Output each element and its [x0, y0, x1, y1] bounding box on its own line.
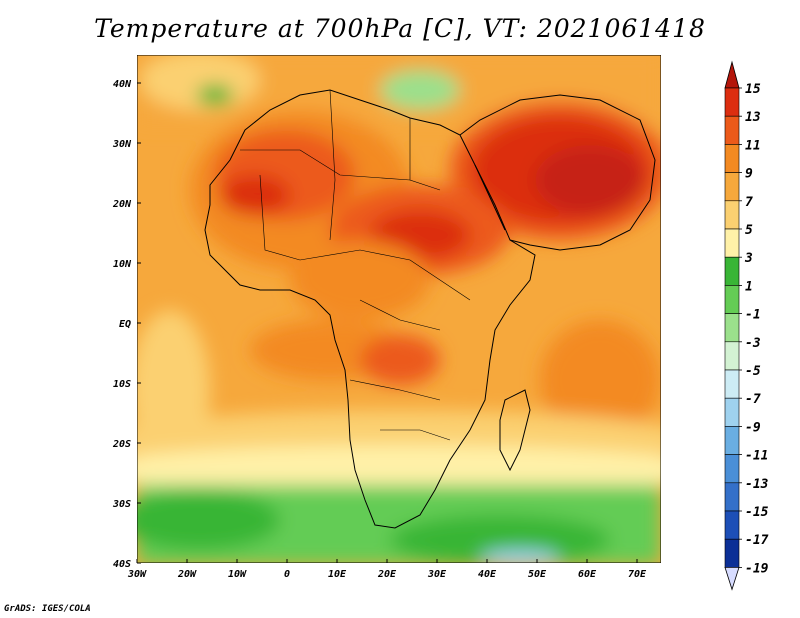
- lat-label: 40N: [113, 79, 132, 90]
- lat-label: 40S: [113, 559, 131, 570]
- colorbar-label: -11: [745, 449, 768, 464]
- lon-label: 0: [284, 569, 290, 580]
- credit-text: GrADS: IGES/COLA: [4, 604, 91, 614]
- colorbar-label: 15: [745, 82, 761, 97]
- colorbar-swatch: [724, 256, 740, 286]
- country-borders: [240, 89, 471, 441]
- colorbar-label: 13: [745, 110, 761, 125]
- colorbar-label: 7: [745, 195, 753, 210]
- coastline: [204, 89, 656, 529]
- colorbar-swatch: [724, 115, 740, 145]
- lat-label: EQ: [119, 319, 131, 330]
- colorbar-swatch: [724, 341, 740, 371]
- lat-label: 10S: [113, 379, 131, 390]
- colorbar-label: 1: [745, 279, 753, 294]
- colorbar-label: -1: [745, 308, 761, 323]
- colorbar-swatch: [724, 313, 740, 343]
- colorbar-arrow-top: [724, 60, 740, 89]
- colorbar-label: 9: [745, 167, 753, 182]
- colorbar-swatch: [724, 285, 740, 314]
- colorbar-label: -19: [745, 561, 769, 576]
- colorbar: 15 13 11 9 7 5 3 1 -1 -3 -5 -7 -9 -11 -13 -15 -17 -19: [724, 60, 769, 591]
- colorbar-swatch: [724, 510, 740, 540]
- colorbar-swatch: [724, 426, 740, 455]
- colorbar-swatch: [724, 144, 740, 173]
- map-title: Temperature at 700hPa [C], VT: 202106141…: [94, 14, 706, 43]
- lon-label: 30E: [427, 569, 447, 580]
- colorbar-label: -5: [745, 364, 761, 379]
- lon-label: 60E: [578, 569, 597, 580]
- lat-label: 30S: [112, 499, 131, 510]
- colorbar-swatch: [724, 228, 740, 258]
- colorbar-swatch: [724, 172, 740, 202]
- lon-label: 30W: [127, 569, 147, 580]
- colorbar-label: -15: [745, 505, 769, 520]
- colorbar-label: -17: [745, 533, 769, 548]
- longitude-axis: 30W 20W 10W 0 10E 20E 30E 40E 50E 60E 70E: [127, 559, 647, 580]
- lon-label: 50E: [528, 569, 547, 580]
- colorbar-swatch: [724, 87, 740, 117]
- colorbar-label: -7: [745, 392, 761, 407]
- colorbar-arrow-bottom: [724, 567, 740, 591]
- lon-label: 70E: [628, 569, 647, 580]
- colorbar-swatch: [724, 369, 740, 399]
- colorbar-swatch: [724, 454, 740, 484]
- map-area: [137, 55, 661, 563]
- colorbar-swatch: [724, 200, 740, 230]
- lon-label: 10W: [228, 569, 247, 580]
- lat-label: 20S: [112, 439, 131, 450]
- colorbar-swatch: [724, 482, 740, 512]
- lat-label: 10N: [113, 259, 132, 270]
- colorbar-swatch: [724, 397, 740, 427]
- latitude-axis: 40N 30N 20N 10N EQ 10S 20S 30S 40S: [112, 79, 141, 570]
- lat-label: 30N: [112, 139, 132, 150]
- lat-label: 20N: [112, 199, 132, 210]
- lon-label: 10E: [328, 569, 347, 580]
- colorbar-label: -9: [745, 420, 761, 435]
- colorbar-label: 11: [745, 138, 761, 153]
- lon-label: 20E: [377, 569, 397, 580]
- lon-label: 40E: [478, 569, 497, 580]
- colorbar-label: -13: [745, 477, 769, 492]
- colorbar-swatch: [724, 538, 740, 568]
- colorbar-label: 5: [745, 223, 753, 238]
- lon-label: 20W: [177, 569, 197, 580]
- colorbar-label: -3: [745, 336, 761, 351]
- colorbar-label: 3: [744, 251, 753, 266]
